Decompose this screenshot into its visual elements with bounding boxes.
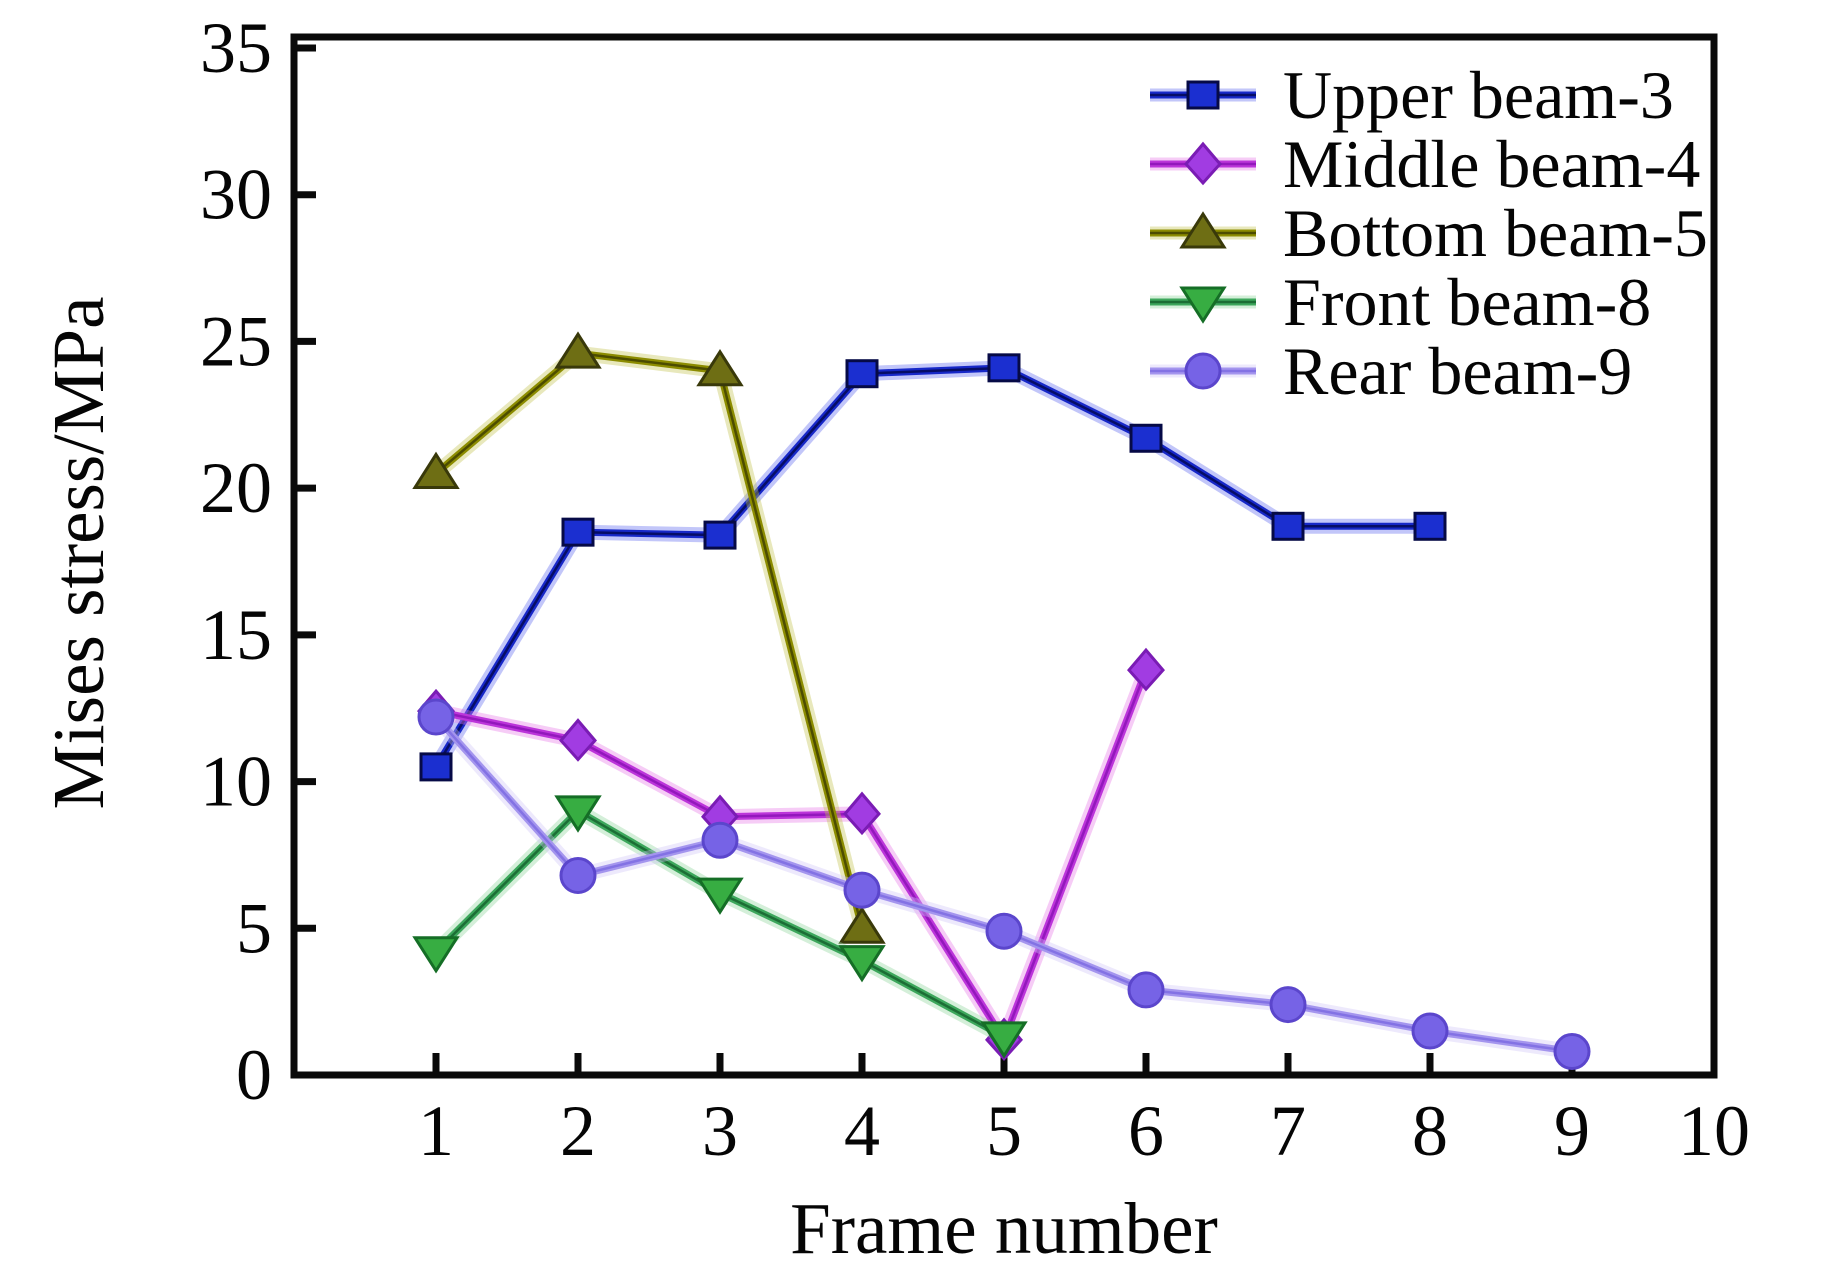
series-rear-beam-9-marker-1	[417, 698, 455, 736]
series-upper-beam-3-line	[433, 364, 1430, 769]
x-tick-label-2: 2	[560, 1091, 596, 1171]
y-axis-title: Mises stress/MPa	[38, 296, 119, 809]
series-rear-beam-9-marker-6	[1127, 971, 1165, 1009]
x-tick-label-7: 7	[1270, 1091, 1306, 1171]
legend-marker-rear-beam-9	[1184, 352, 1222, 390]
y-tick-label-35: 35	[200, 8, 272, 88]
x-tick-label-5: 5	[986, 1091, 1022, 1171]
series-bottom-beam-5-marker-4	[838, 906, 886, 944]
series-rear-beam-9-halo	[430, 712, 1574, 1059]
series-front-beam-8-marker-2	[554, 795, 602, 833]
series-rear-beam-9-marker-5	[985, 912, 1023, 950]
y-tick-label-20: 20	[200, 448, 272, 528]
series-bottom-beam-5-marker-2	[554, 331, 602, 369]
y-tick-label-10: 10	[200, 742, 272, 822]
x-tick-label-3: 3	[702, 1091, 738, 1171]
series-upper-beam-3-marker-4	[845, 359, 879, 389]
series-upper-beam-3-marker-5	[987, 353, 1021, 383]
x-tick-label-1: 1	[418, 1091, 454, 1171]
series-rear-beam-9-core	[435, 716, 1573, 1053]
series-bottom-beam-5-marker-3	[696, 348, 744, 387]
legend-marker-front-beam-8	[1179, 286, 1227, 324]
y-tick-label-30: 30	[200, 155, 272, 235]
series-upper-beam-3-marker-2	[561, 517, 595, 547]
legend-marker-upper-beam-3	[1186, 80, 1220, 110]
x-axis-title: Frame number	[790, 1188, 1218, 1264]
series-middle-beam-4-marker-6	[1127, 647, 1165, 692]
series-bottom-beam-5-marker-1	[412, 451, 460, 489]
legend-label-upper-beam-3: Upper beam-3	[1283, 57, 1674, 133]
series-rear-beam-9-marker-4	[843, 871, 881, 909]
legend-marker-middle-beam-4	[1184, 141, 1222, 186]
series-middle-beam-4-marker-2	[559, 718, 597, 762]
series-upper-beam-3-core	[434, 366, 1430, 768]
legend-label-middle-beam-4: Middle beam-4	[1283, 126, 1700, 202]
x-tick-label-4: 4	[844, 1091, 880, 1171]
legend-marker-bottom-beam-5	[1179, 211, 1227, 249]
series-front-beam-8-marker-1	[412, 936, 460, 974]
series-front-beam-8-marker-4	[838, 945, 886, 983]
series-rear-beam-9-marker-9	[1553, 1033, 1591, 1071]
x-tick-label-8: 8	[1412, 1091, 1448, 1171]
chart-generated-content: 0 5 10 15 20 25 30 35 1 2 3 4 5 6 7 8 9 10 Upper beam-3Mid…	[200, 8, 1750, 1171]
series-upper-beam-3-marker-8	[1413, 511, 1447, 541]
series-rear-beam-9-marker-3	[701, 821, 739, 859]
series-middle-beam-4-core	[435, 669, 1148, 1042]
y-tick-label-0: 0	[236, 1035, 272, 1115]
series-upper-beam-3-halo	[429, 360, 1430, 771]
x-tick-label-10: 10	[1678, 1091, 1750, 1171]
series-upper-beam-3-marker-6	[1129, 423, 1163, 453]
y-tick-label-15: 15	[200, 595, 272, 675]
series-bottom-beam-5-core	[435, 351, 864, 929]
y-tick-label-5: 5	[236, 888, 272, 968]
legend-label-rear-beam-9: Rear beam-9	[1283, 333, 1632, 409]
series-rear-beam-9-marker-8	[1411, 1012, 1449, 1050]
legend-label-front-beam-8: Front beam-8	[1283, 264, 1651, 340]
series-upper-beam-3-marker-1	[419, 752, 453, 782]
series-middle-beam-4-marker-4	[843, 791, 881, 836]
x-tick-label-6: 6	[1128, 1091, 1164, 1171]
y-tick-label-25: 25	[200, 301, 272, 381]
series-rear-beam-9-marker-7	[1269, 986, 1307, 1024]
series-rear-beam-9-marker-2	[559, 856, 597, 894]
x-tick-label-9: 9	[1554, 1091, 1590, 1171]
series-rear-beam-9-line	[433, 714, 1573, 1055]
series-front-beam-8-marker-3	[696, 877, 744, 915]
series-front-beam-8-marker-5	[980, 1021, 1028, 1059]
series-upper-beam-3-marker-3	[703, 520, 737, 550]
legend-label-bottom-beam-5: Bottom beam-5	[1283, 195, 1708, 271]
series-upper-beam-3-marker-7	[1271, 511, 1305, 541]
